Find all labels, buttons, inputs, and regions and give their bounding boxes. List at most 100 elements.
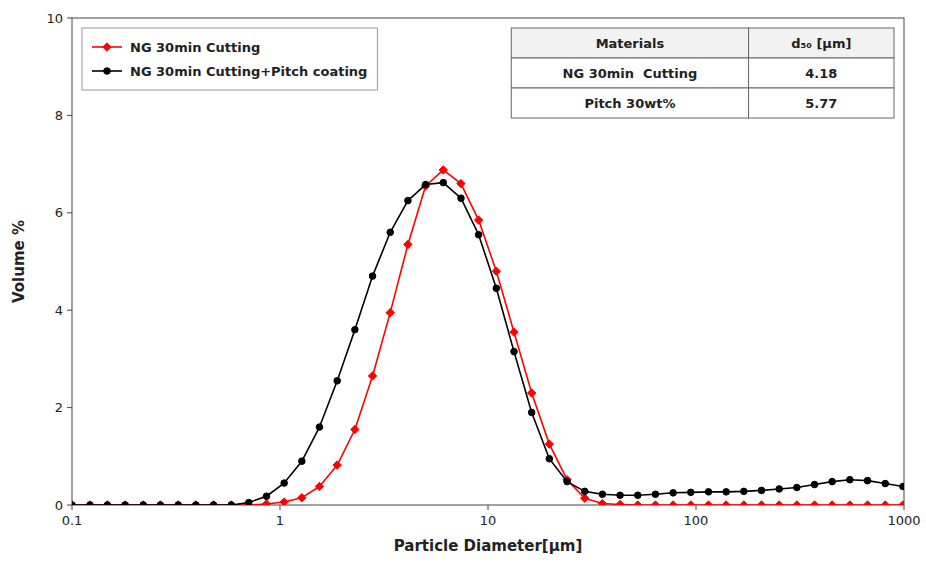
plot-area bbox=[72, 18, 904, 505]
point bbox=[351, 425, 359, 433]
table-cell bbox=[749, 58, 894, 88]
point bbox=[828, 501, 836, 505]
x-tick-label: 100 bbox=[684, 513, 709, 528]
point bbox=[228, 502, 235, 505]
point bbox=[616, 500, 624, 505]
point bbox=[404, 240, 412, 248]
point bbox=[669, 501, 677, 505]
point bbox=[139, 501, 147, 505]
point bbox=[511, 348, 518, 355]
table-cell bbox=[511, 58, 748, 88]
point bbox=[564, 478, 571, 485]
y-tick bbox=[67, 212, 72, 213]
y-axis-label: Volume % bbox=[10, 220, 28, 303]
point bbox=[811, 481, 818, 488]
point bbox=[899, 501, 904, 505]
x-axis-label: Particle Diameter[μm] bbox=[394, 537, 583, 555]
y-tick bbox=[67, 18, 72, 19]
point bbox=[104, 502, 111, 505]
point bbox=[546, 455, 553, 462]
point bbox=[86, 501, 94, 505]
point bbox=[757, 501, 765, 505]
point bbox=[315, 482, 323, 490]
table: Materialsd₅₀ [μm]NG 30min Cutting4.18Pit… bbox=[511, 28, 894, 118]
point bbox=[528, 409, 535, 416]
legend: NG 30min Cutting NG 30min Cutting+Pitch c… bbox=[82, 28, 377, 90]
x-tick-label: 0.1 bbox=[62, 513, 83, 528]
table-cell bbox=[749, 88, 894, 118]
y-tick-label: 0 bbox=[55, 498, 63, 513]
point bbox=[121, 501, 129, 505]
point bbox=[741, 488, 748, 495]
point bbox=[846, 501, 854, 505]
point bbox=[175, 502, 182, 505]
point bbox=[369, 273, 376, 280]
chart: 0.111010010000246810Particle Diameter[μm… bbox=[0, 0, 926, 567]
point bbox=[440, 179, 447, 186]
legend-label: NG 30min Cutting bbox=[130, 40, 260, 55]
point bbox=[192, 501, 200, 505]
point bbox=[209, 501, 217, 505]
point bbox=[775, 501, 783, 505]
point bbox=[140, 502, 147, 505]
point bbox=[776, 486, 783, 493]
point bbox=[723, 489, 730, 496]
point bbox=[794, 484, 801, 491]
point bbox=[581, 494, 589, 502]
point bbox=[280, 498, 288, 505]
point bbox=[439, 166, 447, 174]
y-tick bbox=[67, 407, 72, 408]
legend-marker bbox=[104, 68, 111, 75]
point bbox=[210, 502, 217, 505]
y-tick-label: 4 bbox=[55, 303, 63, 318]
point bbox=[704, 501, 712, 505]
point bbox=[598, 499, 606, 505]
legend-label: NG 30min Cutting+Pitch coating bbox=[130, 64, 367, 79]
point bbox=[652, 491, 659, 498]
point bbox=[882, 480, 889, 487]
point bbox=[422, 181, 429, 188]
point bbox=[421, 182, 429, 190]
point bbox=[705, 489, 712, 496]
point bbox=[174, 501, 182, 505]
axes: 0.111010010000246810 bbox=[46, 11, 920, 529]
point bbox=[334, 378, 341, 385]
point bbox=[793, 501, 801, 505]
point bbox=[475, 231, 482, 238]
point bbox=[634, 492, 641, 499]
point bbox=[246, 499, 253, 505]
point bbox=[617, 492, 624, 499]
x-tick-label: 1 bbox=[276, 513, 284, 528]
table-cell bbox=[749, 28, 894, 58]
x-tick bbox=[904, 505, 905, 510]
point bbox=[847, 476, 854, 483]
point bbox=[386, 308, 394, 316]
point bbox=[810, 501, 818, 505]
series bbox=[72, 166, 904, 505]
point bbox=[474, 216, 482, 224]
table-cell bbox=[511, 88, 748, 118]
point bbox=[740, 501, 748, 505]
point bbox=[193, 502, 200, 505]
point bbox=[687, 501, 695, 505]
point bbox=[281, 480, 288, 487]
line bbox=[72, 183, 903, 505]
point bbox=[581, 488, 588, 495]
table-text: NG 30min Cutting bbox=[563, 66, 698, 81]
y-tick bbox=[67, 505, 72, 506]
point bbox=[316, 424, 323, 431]
x-tick-label: 10 bbox=[480, 513, 497, 528]
plot-frame bbox=[72, 18, 904, 505]
point bbox=[458, 195, 465, 202]
point bbox=[262, 500, 270, 505]
point bbox=[651, 501, 659, 505]
point bbox=[510, 328, 518, 336]
point bbox=[881, 501, 889, 505]
line bbox=[72, 170, 903, 505]
point bbox=[527, 389, 535, 397]
table-header: Materials bbox=[596, 36, 665, 51]
point bbox=[634, 501, 642, 505]
table-text: 5.77 bbox=[805, 96, 837, 111]
point bbox=[263, 493, 270, 500]
point bbox=[599, 491, 606, 498]
